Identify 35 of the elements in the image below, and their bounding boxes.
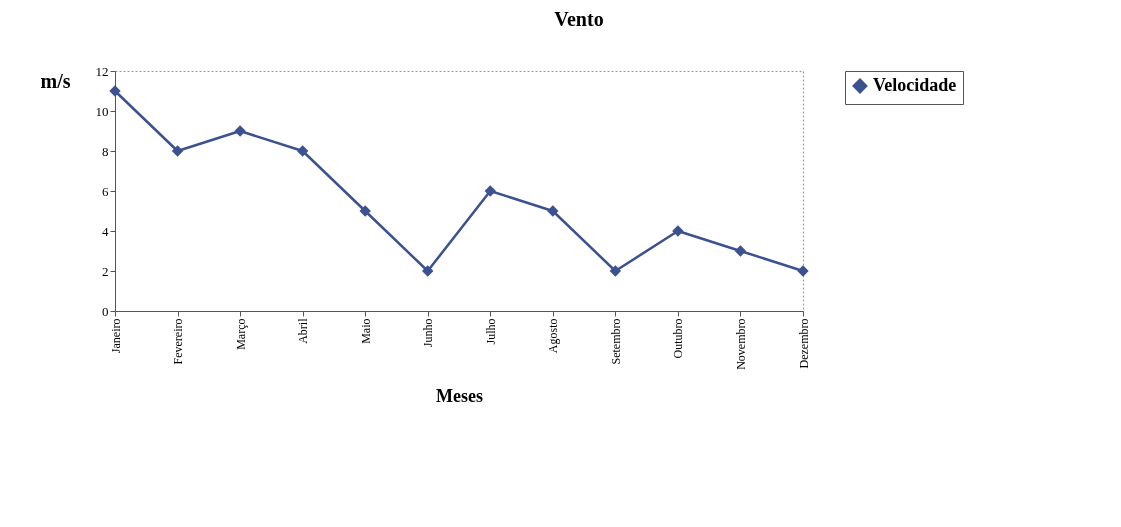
x-tick-label: Fevereiro xyxy=(171,318,186,365)
y-tick-label: 0 xyxy=(102,303,109,319)
point xyxy=(672,225,684,237)
x-tick-label: Maio xyxy=(358,318,373,344)
x-tick-label: Julho xyxy=(483,318,498,345)
point xyxy=(109,85,121,97)
point xyxy=(734,245,747,257)
x-tick-label: Dezembro xyxy=(796,318,811,369)
point xyxy=(171,145,184,157)
point xyxy=(547,205,559,217)
y-tick-label: 4 xyxy=(102,223,109,239)
x-tick-label: Abril xyxy=(296,317,311,344)
x-tick-label: Janeiro xyxy=(108,318,123,354)
y-tick-label: 12 xyxy=(95,63,109,79)
point xyxy=(296,145,309,157)
x-tick-label: Outubro xyxy=(671,318,686,359)
legend-label: Velocidade xyxy=(873,75,957,95)
x-tick-label: Agosto xyxy=(546,318,561,354)
x-tick-label: Junho xyxy=(421,318,436,348)
y-axis-title: m/s xyxy=(40,69,71,92)
point xyxy=(484,185,496,197)
x-tick-label: Março xyxy=(233,318,248,350)
y-tick-label: 2 xyxy=(102,263,109,279)
x-tick-label: Setembro xyxy=(608,318,623,365)
point xyxy=(234,125,246,137)
y-tick-label: 6 xyxy=(102,183,109,199)
x-tick-label: Novembro xyxy=(733,318,748,370)
point xyxy=(359,205,371,217)
chart-title: Vento xyxy=(554,8,604,30)
y-tick-label: 10 xyxy=(95,103,109,119)
point xyxy=(609,265,622,277)
point xyxy=(797,265,809,277)
point xyxy=(422,265,434,277)
x-axis-title: Meses xyxy=(436,385,483,406)
y-tick-label: 8 xyxy=(102,143,109,159)
